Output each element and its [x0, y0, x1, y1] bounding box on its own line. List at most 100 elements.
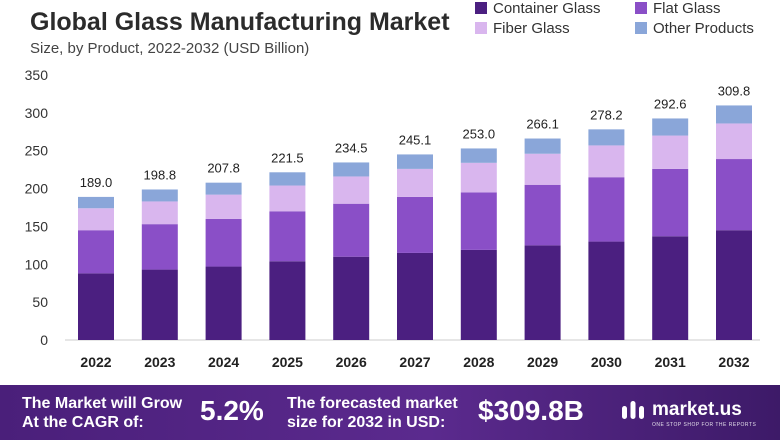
y-tick-label: 200: [25, 181, 49, 197]
bar-segment: [141, 201, 178, 225]
bar-segment: [269, 185, 306, 212]
bar-segment: [333, 256, 370, 340]
bar-segment: [460, 249, 497, 340]
bar-segment: [652, 135, 689, 169]
bar-segment: [588, 241, 625, 340]
legend-item: Container Glass: [475, 0, 601, 18]
bar-segment: [460, 148, 497, 163]
bar-segment: [205, 218, 242, 267]
bar-segment: [269, 211, 306, 262]
legend-label: Fiber Glass: [493, 19, 570, 37]
x-tick-label: 2027: [399, 354, 430, 370]
bar-segment: [588, 177, 625, 242]
bar-segment: [716, 159, 752, 231]
bar-segment: [205, 194, 242, 219]
bar-segment: [716, 230, 752, 340]
bar-segment: [652, 168, 689, 237]
bar-segment: [397, 252, 433, 340]
bar-total-label: 292.6: [654, 96, 687, 111]
forecast-label: The forecasted market size for 2032 in U…: [287, 394, 458, 432]
bar-segment: [78, 273, 114, 340]
y-tick-label: 50: [32, 294, 48, 310]
y-tick-label: 250: [25, 143, 49, 159]
bar-segment: [524, 184, 561, 246]
bar-segment: [588, 145, 625, 178]
y-tick-label: 100: [25, 256, 49, 272]
bar-segment: [652, 118, 689, 136]
bar-segment: [397, 168, 433, 197]
bar-segment: [78, 196, 114, 209]
cagr-label-line2: At the CAGR of:: [22, 414, 144, 431]
bar-total-label: 245.1: [399, 132, 432, 147]
bar-total-label: 309.8: [718, 83, 751, 98]
bar-segment: [524, 245, 561, 340]
y-tick-label: 350: [25, 67, 49, 83]
bar-segment: [652, 236, 689, 340]
cagr-value: 5.2%: [200, 395, 264, 426]
bar-total-label: 221.5: [271, 150, 304, 165]
bar-segment: [141, 269, 178, 340]
bar-total-label: 253.0: [463, 126, 496, 141]
x-tick-label: 2023: [144, 354, 175, 370]
bar-segment: [141, 224, 178, 270]
legend-swatch: [635, 22, 647, 34]
bar-segment: [205, 266, 242, 340]
logo-text: market.us: [652, 399, 742, 420]
footer-banner: The Market will Grow At the CAGR of: 5.2…: [0, 385, 780, 440]
bar-total-label: 278.2: [590, 107, 623, 122]
bar-segment: [460, 162, 497, 193]
x-tick-label: 2029: [527, 354, 558, 370]
bar-segment: [397, 196, 433, 253]
x-tick-label: 2025: [272, 354, 303, 370]
market-us-logo-icon: [622, 401, 644, 419]
legend-item: Other Products: [635, 18, 754, 38]
bar-segment: [524, 153, 561, 185]
legend-swatch: [475, 22, 487, 34]
logo-tagline: ONE STOP SHOP FOR THE REPORTS: [652, 422, 757, 428]
bar-total-label: 207.8: [207, 161, 240, 176]
bar-segment: [269, 261, 306, 340]
bar-segment: [78, 230, 114, 274]
cagr-label: The Market will Grow At the CAGR of:: [22, 394, 182, 432]
y-tick-label: 150: [25, 218, 49, 234]
bar-total-label: 189.0: [80, 175, 113, 190]
bar-segment: [460, 192, 497, 250]
x-tick-label: 2030: [591, 354, 622, 370]
x-tick-label: 2024: [208, 354, 239, 370]
x-tick-label: 2028: [463, 354, 494, 370]
bar-segment: [716, 123, 752, 160]
chart-title: Global Glass Manufacturing Market: [30, 8, 450, 36]
legend-item: Flat Glass: [635, 0, 721, 18]
bar-total-label: 234.5: [335, 140, 368, 155]
bar-segment: [397, 154, 433, 169]
chart-subtitle: Size, by Product, 2022-2032 (USD Billion…: [30, 40, 310, 57]
legend-label: Container Glass: [493, 0, 601, 17]
bar-segment: [716, 105, 752, 124]
forecast-value: $309.8B: [478, 395, 584, 426]
forecast-label-line2: size for 2032 in USD:: [287, 414, 446, 431]
y-tick-label: 300: [25, 105, 49, 121]
legend-swatch: [635, 2, 647, 14]
legend-label: Flat Glass: [653, 0, 721, 17]
bar-segment: [588, 129, 625, 146]
bar-chart: 0 50 100 150 200 250 300 350 189.0 2022 198.8 2023 2…: [25, 67, 760, 370]
legend-swatch: [475, 2, 487, 14]
bar-total-label: 266.1: [526, 117, 559, 132]
cagr-label-line1: The Market will Grow: [22, 395, 183, 412]
x-tick-label: 2026: [336, 354, 367, 370]
x-tick-label: 2022: [80, 354, 111, 370]
bar-segment: [141, 189, 178, 202]
y-tick-label: 0: [40, 332, 48, 348]
forecast-label-line1: The forecasted market: [287, 395, 458, 412]
bar-segment: [78, 208, 114, 231]
market-us-logo: market.us: [620, 397, 742, 423]
bar-total-label: 198.8: [144, 167, 177, 182]
bar-segment: [205, 182, 242, 195]
bar-segment: [333, 162, 370, 177]
legend-label: Other Products: [653, 19, 754, 37]
bar-segment: [524, 138, 561, 154]
bar-segment: [333, 203, 370, 257]
x-tick-label: 2031: [655, 354, 686, 370]
bar-segment: [269, 172, 306, 186]
x-tick-label: 2032: [718, 354, 749, 370]
